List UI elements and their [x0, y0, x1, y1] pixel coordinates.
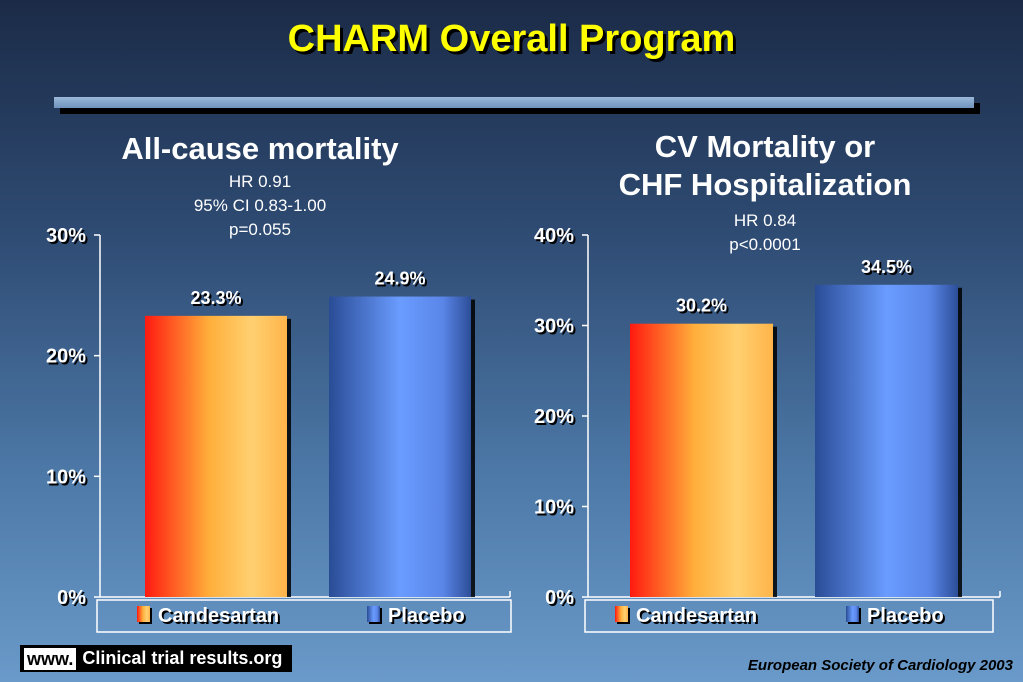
bar-value-label: 23.3%	[190, 288, 241, 308]
legend-label-placebo-shadow: Placebo	[390, 607, 467, 629]
legend-label-candesartan-shadow: Candesartan	[160, 607, 281, 629]
right-panel-title-line-1: CV Mortality or	[654, 129, 876, 164]
y-tick-label: 30%	[46, 225, 86, 247]
y-tick-label-shadow: 0%	[547, 589, 576, 611]
y-tick-label-shadow: 40%	[536, 227, 576, 249]
title-divider	[54, 97, 974, 108]
legend-swatch-candesartan	[615, 606, 628, 622]
legend-box	[96, 599, 512, 633]
bar-value-label: 34.5%	[861, 257, 912, 277]
bar-value-label: 24.9%	[374, 269, 425, 289]
left-stat-hr: HR 0.91	[228, 172, 292, 191]
footer-site-name: Clinical trial results.org	[82, 648, 283, 668]
bar-placebo	[815, 284, 958, 597]
legend-label-placebo: Placebo	[388, 605, 465, 627]
legend-box	[584, 599, 994, 633]
legend-label-placebo-shadow: Placebo	[869, 607, 946, 629]
y-tick-label-shadow: 20%	[536, 408, 576, 430]
slide-title: CHARM Overall Program	[287, 18, 736, 60]
legend-swatch-placebo	[846, 606, 859, 622]
y-tick-label: 10%	[46, 466, 86, 488]
y-tick-label-shadow: 20%	[48, 348, 88, 370]
right-stat-p: p<0.0001	[729, 235, 801, 254]
legend-label-candesartan-shadow: Candesartan	[638, 607, 759, 629]
left-panel-title: All-cause mortality	[60, 130, 460, 168]
y-tick-label-shadow: 10%	[48, 468, 88, 490]
bar-value-label-shadow: 34.5%	[863, 259, 914, 279]
y-tick-label-shadow: 0%	[59, 589, 88, 611]
y-tick-label: 20%	[46, 346, 86, 368]
legend-swatch-candesartan	[137, 606, 150, 622]
right-panel-title: CV Mortality or CHF Hospitalization	[560, 128, 970, 204]
bar-value-label-shadow: 23.3%	[192, 290, 243, 310]
legend-swatch-placebo	[367, 606, 380, 622]
legend-label-placebo: Placebo	[867, 605, 944, 627]
footer-www: www.	[24, 647, 77, 670]
bar-value-label: 30.2%	[676, 296, 727, 316]
y-tick-label-shadow: 30%	[48, 227, 88, 249]
left-stat-ci: 95% CI 0.83-1.00	[193, 196, 327, 215]
y-tick-label: 30%	[534, 316, 574, 338]
right-stat-hr: HR 0.84	[733, 211, 797, 230]
y-tick-label-shadow: 30%	[536, 318, 576, 340]
bar-candesartan	[630, 323, 773, 597]
y-tick-label: 0%	[57, 587, 86, 609]
y-tick-label: 40%	[534, 225, 574, 247]
legend-label-candesartan: Candesartan	[158, 605, 279, 627]
bar-value-label-shadow: 30.2%	[678, 298, 729, 318]
bar-candesartan	[145, 315, 287, 597]
bar-value-label-shadow: 24.9%	[376, 271, 427, 291]
left-panel-title-line: All-cause mortality	[121, 131, 399, 166]
right-panel-stats: HR 0.84 p<0.0001	[660, 209, 870, 257]
y-tick-label: 10%	[534, 497, 574, 519]
bar-placebo	[329, 296, 471, 597]
footer-site-badge[interactable]: www. Clinical trial results.org	[20, 645, 293, 672]
legend-label-candesartan: Candesartan	[636, 605, 757, 627]
footer-credit: European Society of Cardiology 2003	[747, 657, 1013, 674]
left-panel-stats: HR 0.91 95% CI 0.83-1.00 p=0.055	[140, 170, 380, 242]
y-tick-label-shadow: 10%	[536, 499, 576, 521]
y-tick-label: 20%	[534, 406, 574, 428]
y-tick-label: 0%	[545, 587, 574, 609]
left-stat-p: p=0.055	[229, 220, 291, 239]
right-panel-title-line-2: CHF Hospitalization	[618, 167, 912, 202]
